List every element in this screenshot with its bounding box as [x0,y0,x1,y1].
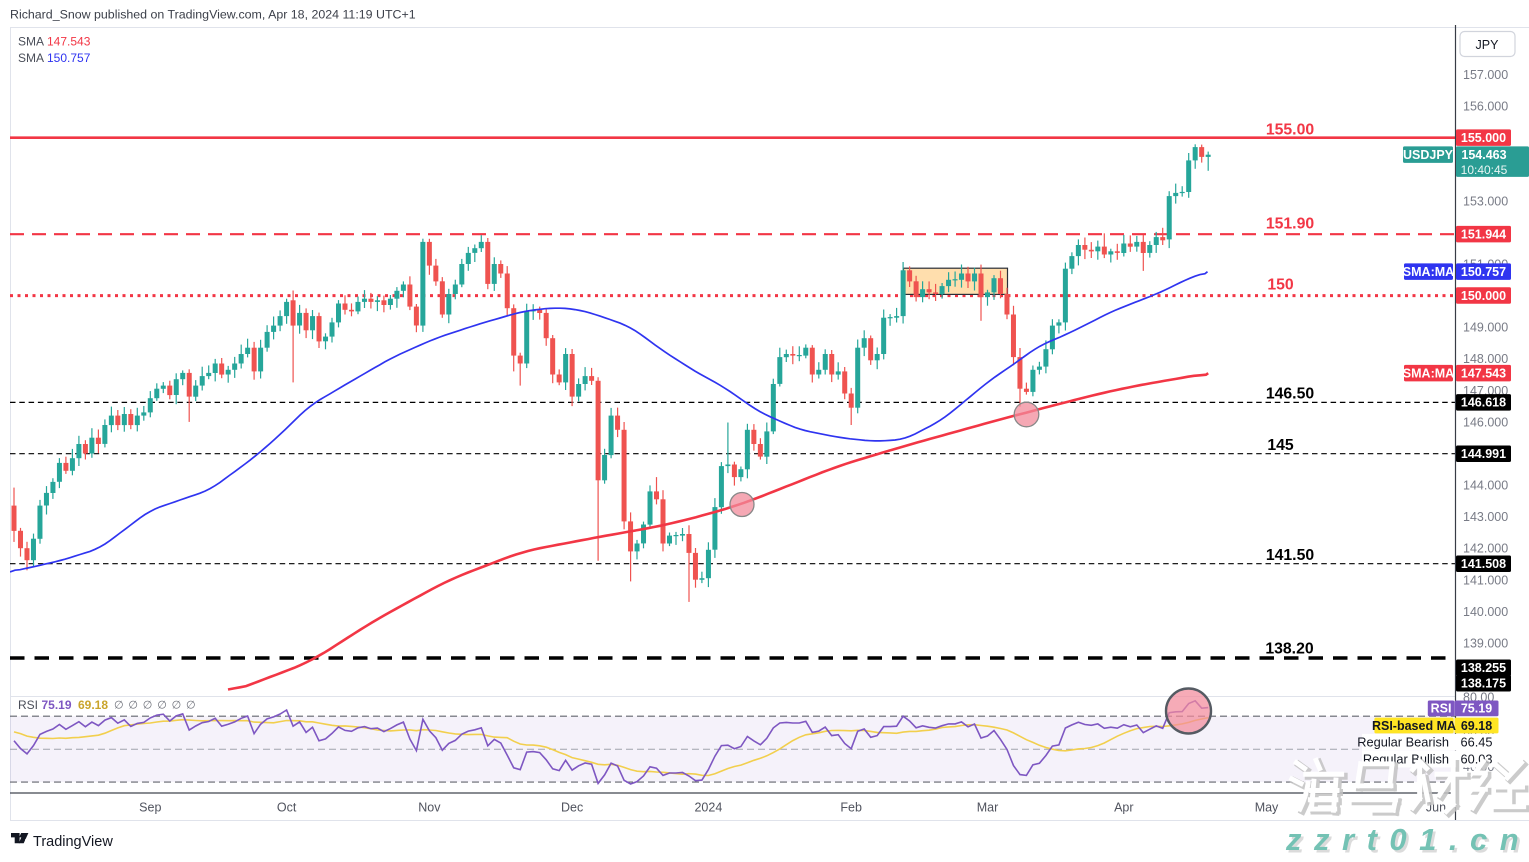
svg-text:May: May [1255,801,1279,815]
svg-text:∅: ∅ [157,700,167,712]
svg-text:Regular Bearish: Regular Bearish [1357,734,1449,749]
svg-text:147.543: 147.543 [47,35,91,49]
svg-text:155.000: 155.000 [1461,131,1506,145]
svg-text:150.757: 150.757 [47,51,91,65]
svg-text:JPY: JPY [1476,38,1500,52]
svg-text:141.000: 141.000 [1463,573,1508,587]
svg-text:Feb: Feb [840,801,862,815]
svg-text:69.18: 69.18 [1461,719,1492,733]
svg-text:141.508: 141.508 [1461,557,1506,571]
svg-text:138.20: 138.20 [1265,641,1314,658]
svg-text:Oct: Oct [277,801,297,815]
svg-text:153.000: 153.000 [1463,194,1508,208]
svg-text:SMA:MA: SMA:MA [1403,265,1454,279]
svg-text:Apr: Apr [1114,801,1133,815]
svg-text:154.463: 154.463 [1461,148,1506,162]
svg-text:140.000: 140.000 [1463,605,1508,619]
svg-text:SMA: SMA [18,51,44,65]
svg-text:156.000: 156.000 [1463,100,1508,114]
svg-text:RSI: RSI [1431,702,1452,716]
svg-text:139.000: 139.000 [1463,636,1508,650]
svg-text:∅: ∅ [143,700,153,712]
svg-text:148.000: 148.000 [1463,352,1508,366]
svg-text:RSI: RSI [18,698,38,712]
svg-text:150.757: 150.757 [1461,265,1506,279]
svg-text:Sep: Sep [139,801,161,815]
svg-text:75.19: 75.19 [1461,702,1492,716]
svg-text:∅: ∅ [114,700,124,712]
svg-text:151.944: 151.944 [1461,228,1506,242]
svg-text:146.618: 146.618 [1461,396,1506,410]
svg-text:143.000: 143.000 [1463,510,1508,524]
svg-text:∅: ∅ [128,700,138,712]
svg-text:144.991: 144.991 [1461,447,1506,461]
svg-text:USDJPY: USDJPY [1403,148,1454,162]
svg-text:150: 150 [1267,277,1294,294]
svg-text:zzrt01.cn: zzrt01.cn [1285,822,1529,857]
svg-text:Dec: Dec [561,801,583,815]
svg-text:∅: ∅ [172,700,182,712]
svg-text:149.000: 149.000 [1463,321,1508,335]
svg-text:∅: ∅ [186,700,196,712]
svg-text:Richard_Snow published on Trad: Richard_Snow published on TradingView.co… [10,8,416,22]
svg-text:142.000: 142.000 [1463,542,1508,556]
svg-text:RSI-based MA: RSI-based MA [1372,719,1456,733]
svg-text:TradingView: TradingView [33,834,113,850]
svg-text:138.175: 138.175 [1461,677,1506,691]
svg-text:SMA:MA: SMA:MA [1403,367,1454,381]
svg-text:151.90: 151.90 [1266,216,1315,233]
svg-text:SMA: SMA [18,35,44,49]
svg-text:155.00: 155.00 [1266,122,1315,139]
svg-text:145: 145 [1267,437,1294,454]
svg-text:Nov: Nov [418,801,441,815]
svg-text:10:40:45: 10:40:45 [1461,163,1508,177]
svg-text:69.18: 69.18 [78,698,108,712]
svg-text:Mar: Mar [977,801,999,815]
svg-text:2024: 2024 [694,801,722,815]
svg-text:144.000: 144.000 [1463,479,1508,493]
svg-text:66.45: 66.45 [1460,734,1492,749]
svg-text:150.000: 150.000 [1461,289,1506,303]
svg-text:147.543: 147.543 [1461,367,1506,381]
svg-text:141.50: 141.50 [1266,547,1315,564]
svg-text:157.000: 157.000 [1463,68,1508,82]
svg-text:138.255: 138.255 [1461,661,1506,675]
svg-text:146.50: 146.50 [1266,386,1315,403]
svg-text:146.000: 146.000 [1463,415,1508,429]
svg-text:75.19: 75.19 [42,698,72,712]
